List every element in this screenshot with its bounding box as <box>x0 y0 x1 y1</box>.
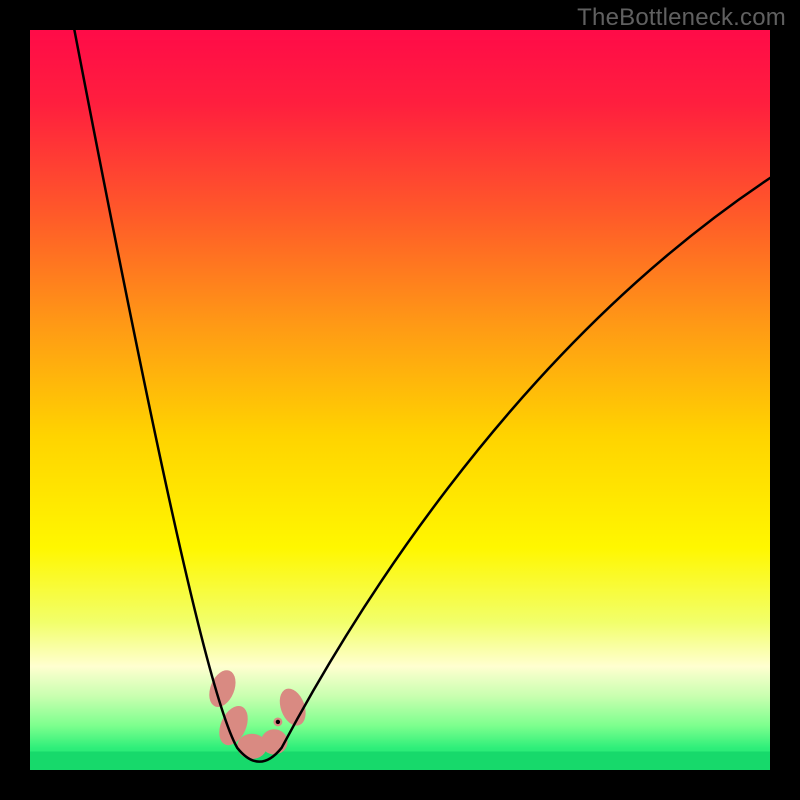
curve-dot <box>276 720 280 724</box>
bottleneck-plot <box>30 30 770 770</box>
plot-svg <box>30 30 770 770</box>
floor-band <box>30 752 770 771</box>
stage: TheBottleneck.com <box>0 0 800 800</box>
watermark-text: TheBottleneck.com <box>577 4 786 32</box>
gradient-background <box>30 30 770 770</box>
